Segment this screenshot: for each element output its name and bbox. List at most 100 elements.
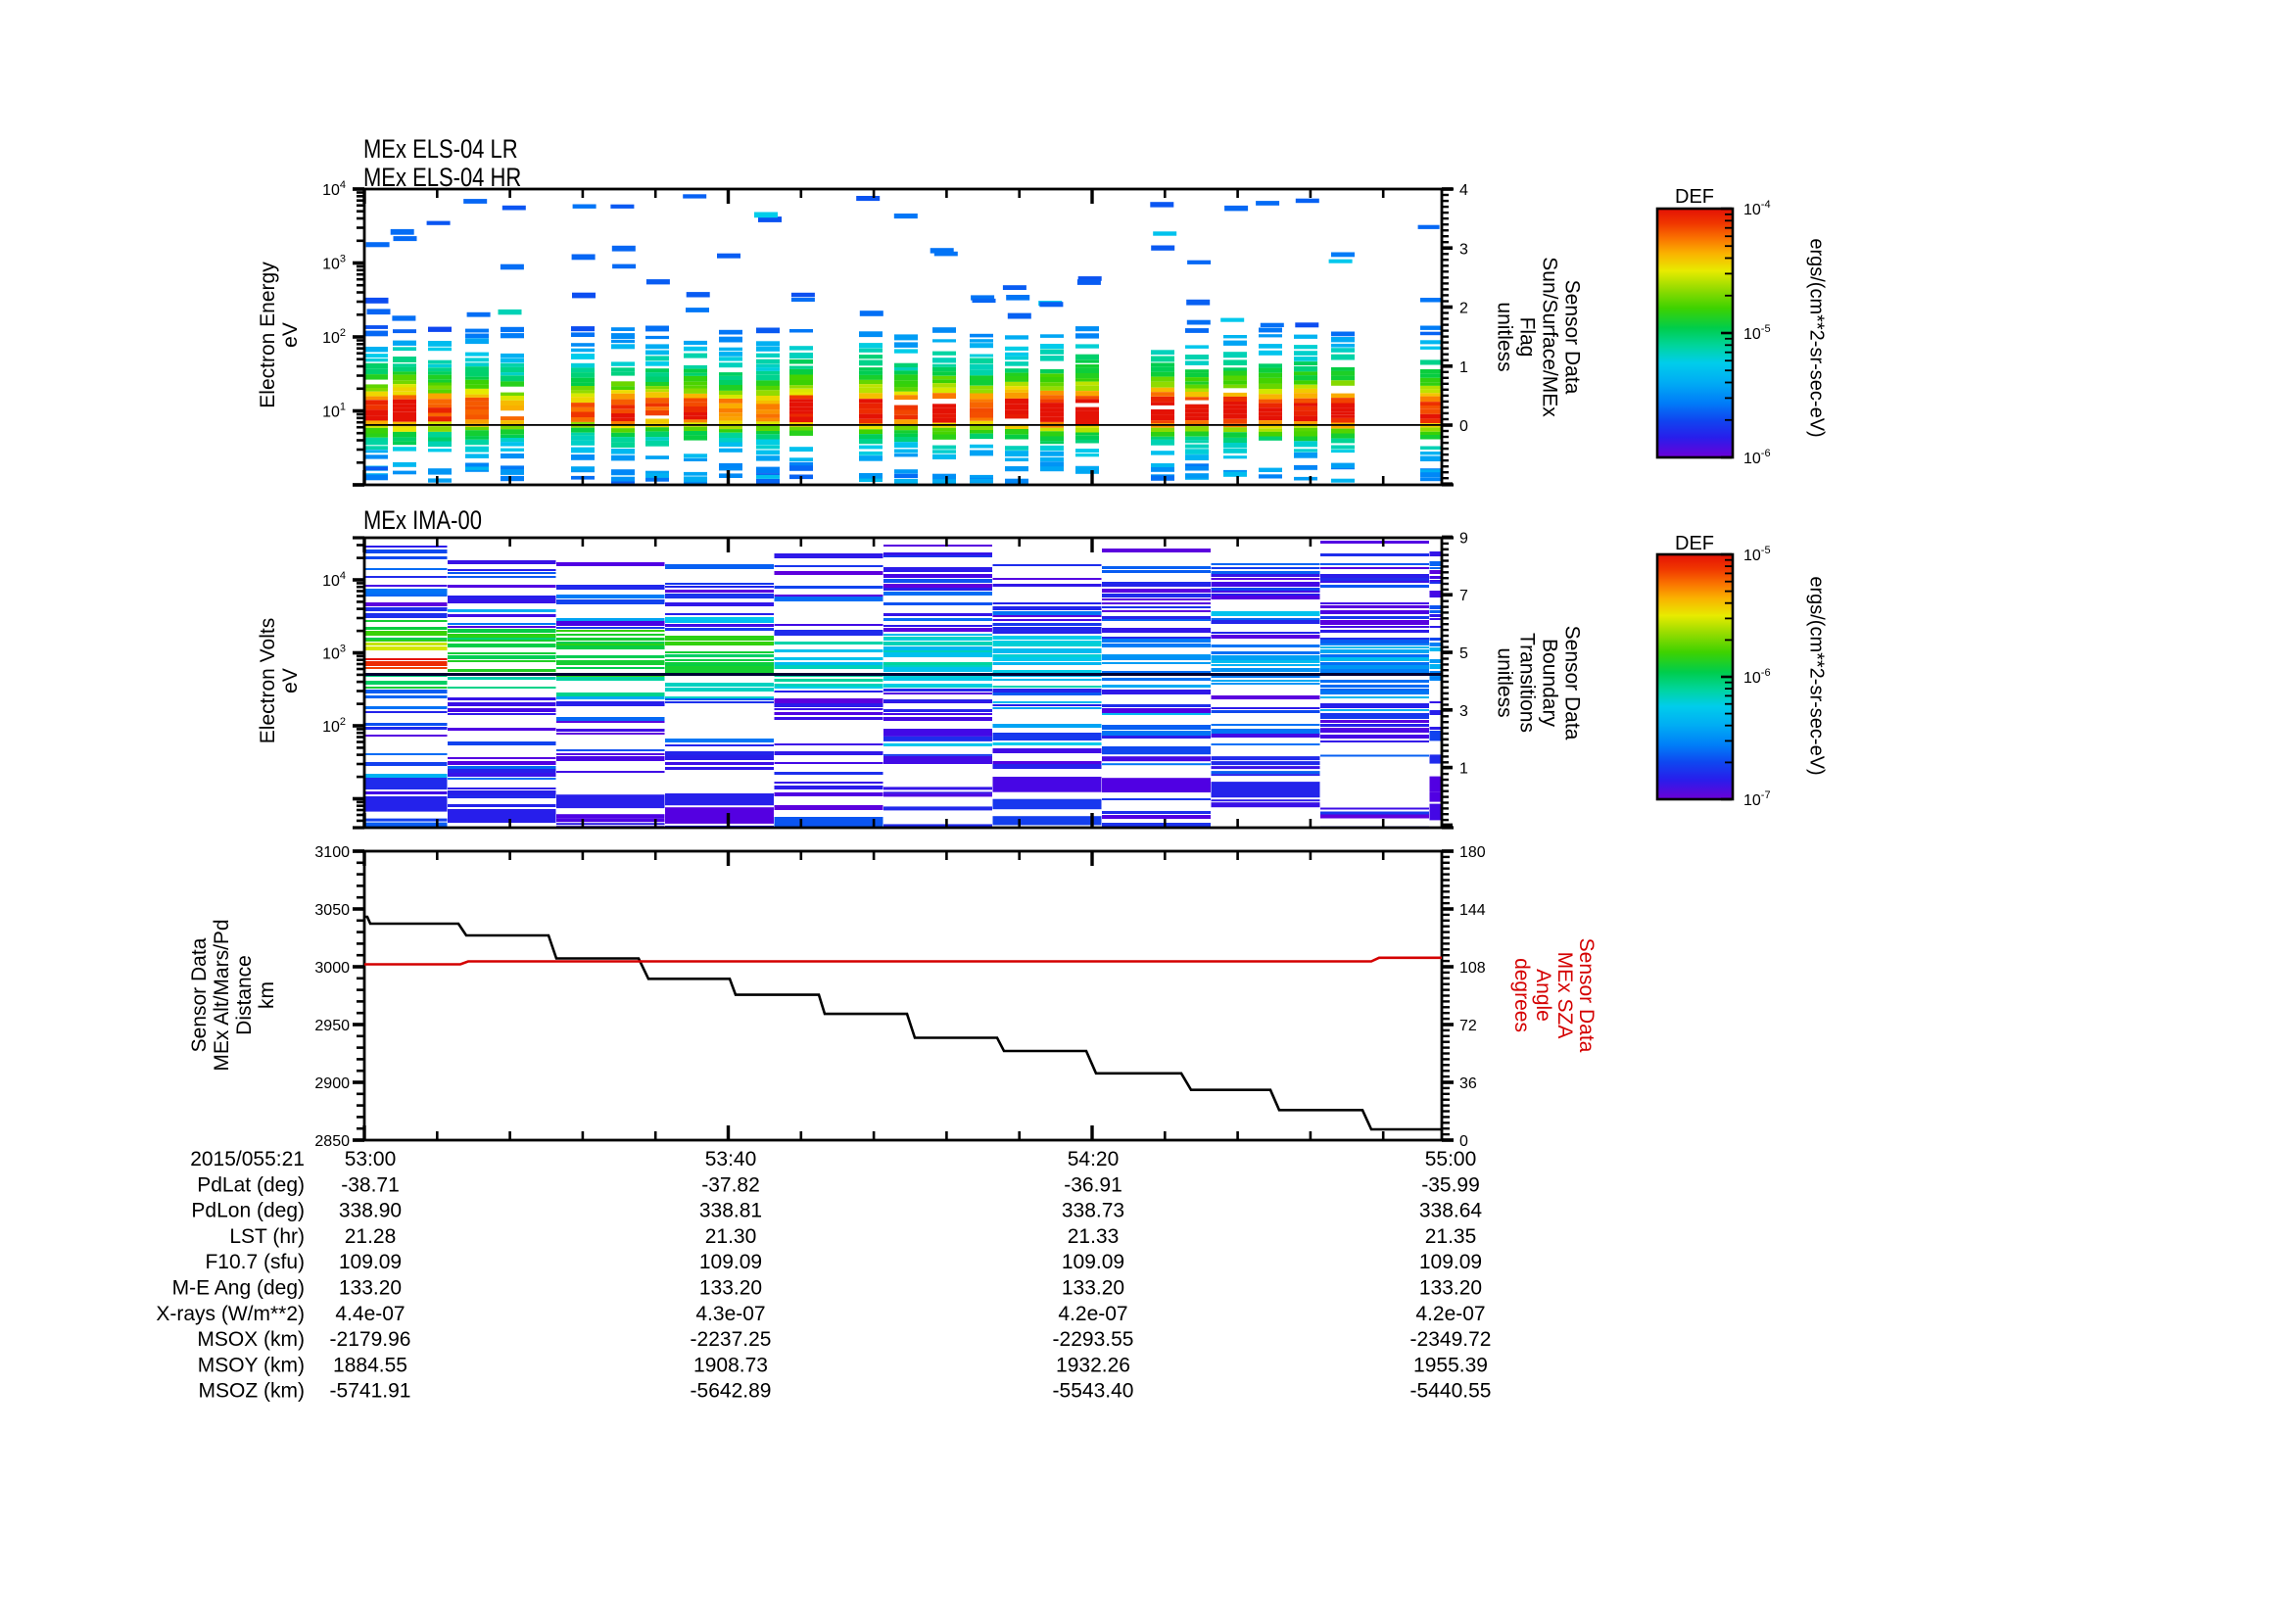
svg-text:101: 101 bbox=[322, 402, 346, 421]
svg-text:4.4e-07: 4.4e-07 bbox=[335, 1303, 405, 1325]
svg-text:0: 0 bbox=[1459, 418, 1468, 435]
svg-text:4.2e-07: 4.2e-07 bbox=[1415, 1303, 1485, 1325]
svg-text:338.64: 338.64 bbox=[1419, 1200, 1483, 1222]
svg-text:103: 103 bbox=[322, 254, 346, 273]
svg-text:2: 2 bbox=[1459, 301, 1468, 317]
svg-text:MSOZ (km): MSOZ (km) bbox=[199, 1380, 305, 1403]
svg-text:2850: 2850 bbox=[314, 1133, 350, 1150]
svg-text:102: 102 bbox=[322, 327, 346, 347]
svg-text:54:20: 54:20 bbox=[1068, 1148, 1120, 1170]
svg-text:109.09: 109.09 bbox=[339, 1251, 402, 1273]
svg-text:108: 108 bbox=[1459, 960, 1486, 977]
svg-text:21.33: 21.33 bbox=[1068, 1225, 1120, 1248]
svg-text:133.20: 133.20 bbox=[1062, 1277, 1124, 1300]
svg-text:180: 180 bbox=[1459, 844, 1486, 861]
svg-text:DEF: DEF bbox=[1675, 186, 1714, 208]
svg-text:MEx SZA: MEx SZA bbox=[1553, 952, 1576, 1039]
svg-text:-2293.55: -2293.55 bbox=[1053, 1328, 1134, 1351]
svg-text:72: 72 bbox=[1459, 1018, 1477, 1034]
svg-text:Distance: Distance bbox=[233, 955, 256, 1035]
svg-text:unitless: unitless bbox=[1494, 647, 1516, 717]
svg-text:M-E Ang (deg): M-E Ang (deg) bbox=[172, 1277, 305, 1300]
svg-text:3: 3 bbox=[1459, 703, 1468, 720]
svg-text:21.35: 21.35 bbox=[1425, 1225, 1477, 1248]
svg-text:Sensor Data: Sensor Data bbox=[1561, 626, 1584, 740]
svg-text:103: 103 bbox=[322, 644, 346, 663]
svg-text:MEx ELS-04 HR: MEx ELS-04 HR bbox=[363, 164, 521, 192]
svg-text:133.20: 133.20 bbox=[1419, 1277, 1482, 1300]
svg-text:eV: eV bbox=[279, 322, 302, 348]
svg-text:1: 1 bbox=[1459, 761, 1468, 778]
svg-text:338.90: 338.90 bbox=[339, 1200, 402, 1222]
svg-text:-36.91: -36.91 bbox=[1064, 1173, 1122, 1196]
svg-text:9: 9 bbox=[1459, 530, 1468, 547]
svg-text:10-5: 10-5 bbox=[1743, 323, 1771, 343]
svg-text:Boundary: Boundary bbox=[1539, 639, 1561, 727]
svg-text:3: 3 bbox=[1459, 241, 1468, 258]
svg-text:-5642.89: -5642.89 bbox=[691, 1380, 772, 1403]
svg-text:2950: 2950 bbox=[314, 1018, 350, 1034]
svg-text:104: 104 bbox=[322, 179, 346, 199]
svg-text:Angle: Angle bbox=[1532, 969, 1554, 1022]
svg-text:144: 144 bbox=[1459, 902, 1486, 919]
svg-text:Electron Volts: Electron Volts bbox=[257, 618, 279, 743]
svg-text:55:00: 55:00 bbox=[1425, 1148, 1477, 1170]
svg-text:1932.26: 1932.26 bbox=[1056, 1354, 1130, 1376]
svg-text:LST (hr): LST (hr) bbox=[229, 1225, 305, 1248]
svg-text:eV: eV bbox=[279, 668, 302, 693]
svg-text:Sensor Data: Sensor Data bbox=[188, 937, 211, 1052]
svg-text:104: 104 bbox=[322, 570, 346, 590]
svg-text:10-6: 10-6 bbox=[1743, 448, 1771, 467]
svg-text:2015/055:21: 2015/055:21 bbox=[190, 1148, 305, 1170]
svg-text:109.09: 109.09 bbox=[1062, 1251, 1124, 1273]
svg-text:-2179.96: -2179.96 bbox=[330, 1328, 411, 1351]
svg-text:102: 102 bbox=[322, 716, 346, 736]
svg-text:MEx Alt/Mars/Pd: MEx Alt/Mars/Pd bbox=[211, 919, 233, 1071]
svg-text:-38.71: -38.71 bbox=[341, 1173, 400, 1196]
svg-text:109.09: 109.09 bbox=[699, 1251, 762, 1273]
svg-text:10-5: 10-5 bbox=[1743, 545, 1771, 564]
svg-text:133.20: 133.20 bbox=[339, 1277, 402, 1300]
svg-text:-2237.25: -2237.25 bbox=[691, 1328, 772, 1351]
svg-text:Sun/Surface/MEx: Sun/Surface/MEx bbox=[1539, 257, 1561, 417]
svg-text:km: km bbox=[256, 981, 278, 1009]
svg-text:1884.55: 1884.55 bbox=[333, 1354, 407, 1376]
svg-text:-5440.55: -5440.55 bbox=[1410, 1380, 1492, 1403]
svg-text:Sensor Data: Sensor Data bbox=[1575, 938, 1598, 1053]
svg-text:36: 36 bbox=[1459, 1075, 1477, 1092]
svg-text:4.2e-07: 4.2e-07 bbox=[1058, 1303, 1127, 1325]
svg-text:338.73: 338.73 bbox=[1062, 1200, 1124, 1222]
svg-text:3000: 3000 bbox=[314, 960, 350, 977]
svg-text:109.09: 109.09 bbox=[1419, 1251, 1482, 1273]
svg-text:MSOX (km): MSOX (km) bbox=[197, 1328, 305, 1351]
svg-text:degrees: degrees bbox=[1510, 958, 1533, 1032]
svg-text:MEx IMA-00: MEx IMA-00 bbox=[363, 506, 482, 535]
svg-text:PdLon (deg): PdLon (deg) bbox=[191, 1200, 305, 1222]
svg-text:1: 1 bbox=[1459, 359, 1468, 376]
svg-text:-35.99: -35.99 bbox=[1421, 1173, 1480, 1196]
svg-text:10-6: 10-6 bbox=[1743, 667, 1771, 687]
svg-text:3100: 3100 bbox=[314, 844, 350, 861]
svg-text:1955.39: 1955.39 bbox=[1413, 1354, 1488, 1376]
svg-text:53:40: 53:40 bbox=[705, 1148, 757, 1170]
svg-text:7: 7 bbox=[1459, 588, 1468, 604]
svg-text:53:00: 53:00 bbox=[345, 1148, 397, 1170]
svg-text:MSOY (km): MSOY (km) bbox=[198, 1354, 305, 1376]
svg-text:-37.82: -37.82 bbox=[701, 1173, 760, 1196]
svg-text:2900: 2900 bbox=[314, 1075, 350, 1092]
svg-text:133.20: 133.20 bbox=[699, 1277, 762, 1300]
svg-text:MEx ELS-04 LR: MEx ELS-04 LR bbox=[363, 135, 518, 164]
svg-text:0: 0 bbox=[1459, 1133, 1468, 1150]
svg-text:Transitions: Transitions bbox=[1516, 633, 1539, 733]
svg-text:F10.7 (sfu): F10.7 (sfu) bbox=[205, 1251, 305, 1273]
svg-text:-5543.40: -5543.40 bbox=[1053, 1380, 1134, 1403]
svg-text:21.30: 21.30 bbox=[705, 1225, 757, 1248]
svg-text:PdLat (deg): PdLat (deg) bbox=[197, 1173, 305, 1196]
svg-text:Electron Energy: Electron Energy bbox=[257, 262, 279, 408]
svg-text:4.3e-07: 4.3e-07 bbox=[695, 1303, 765, 1325]
svg-text:-5741.91: -5741.91 bbox=[330, 1380, 411, 1403]
svg-text:ergs/(cm**2-sr-sec-eV): ergs/(cm**2-sr-sec-eV) bbox=[1806, 238, 1828, 437]
svg-text:1908.73: 1908.73 bbox=[693, 1354, 768, 1376]
svg-text:Flag: Flag bbox=[1516, 317, 1539, 358]
svg-text:21.28: 21.28 bbox=[345, 1225, 397, 1248]
